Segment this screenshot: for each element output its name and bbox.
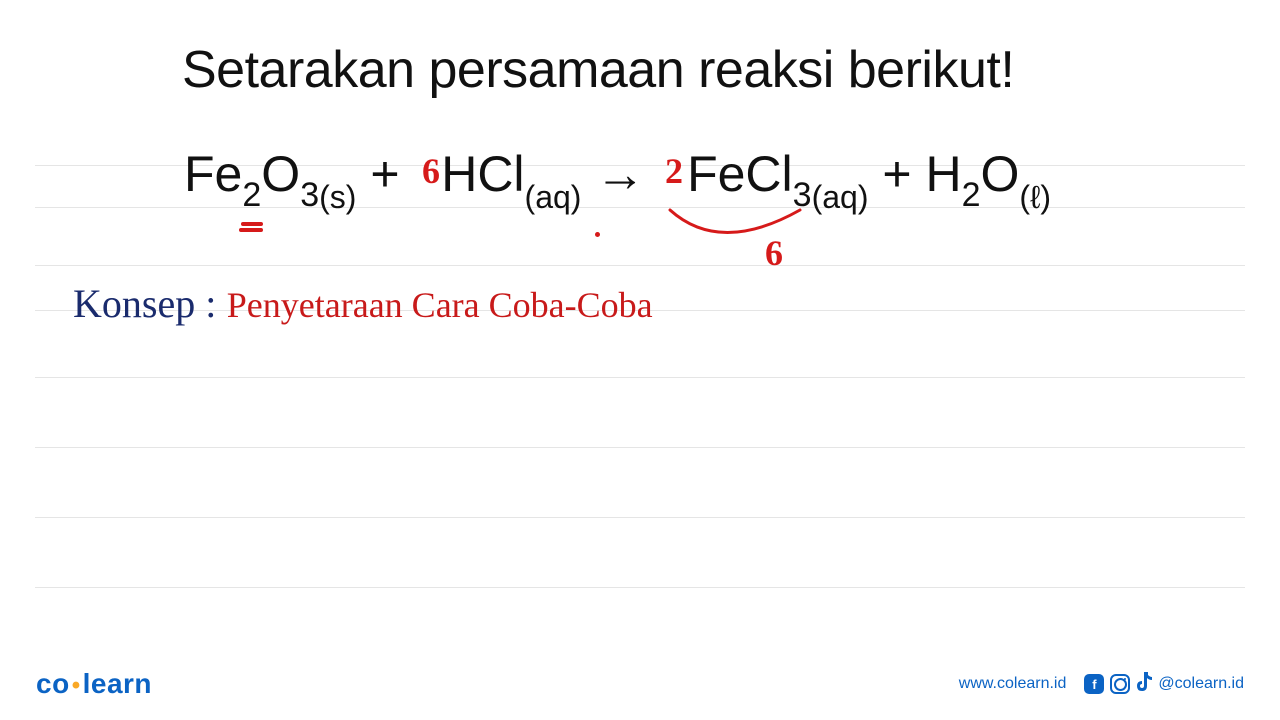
arrow: →: [595, 146, 673, 202]
footer-right: www.colearn.id f @colearn.id: [959, 672, 1244, 697]
hline: [35, 517, 1245, 518]
hline: [35, 587, 1245, 588]
chemical-equation: Fe2O3(s) + HCl(aq) → FeCl3(aq) + H2O(ℓ): [184, 145, 1051, 211]
konsep-label: Konsep :: [73, 281, 216, 326]
reactant-2: HCl(aq): [441, 146, 581, 202]
footer: co•learn www.colearn.id f @colearn.id: [0, 648, 1280, 720]
plus-sign: +: [882, 146, 925, 202]
hline: [35, 265, 1245, 266]
red-underline-icon: [239, 228, 263, 232]
logo-prefix: co: [36, 668, 70, 699]
question-title: Setarakan persamaan reaksi berikut!: [182, 40, 1014, 100]
facebook-icon: f: [1084, 674, 1104, 694]
website-url: www.colearn.id: [959, 675, 1067, 693]
logo-suffix: learn: [83, 668, 152, 699]
annotation-coef-6: 6: [422, 150, 440, 192]
colearn-logo: co•learn: [36, 668, 152, 700]
tiktok-icon: [1136, 672, 1152, 697]
red-underline-icon: [241, 222, 263, 226]
red-dot-icon: [595, 232, 600, 237]
instagram-icon: [1110, 674, 1130, 694]
annotation-value-6: 6: [765, 232, 783, 274]
konsep-line: Konsep : Penyetaraan Cara Coba-Coba: [73, 280, 653, 327]
annotation-coef-2: 2: [665, 150, 683, 192]
social-handle: @colearn.id: [1158, 675, 1244, 693]
social-icons: f @colearn.id: [1084, 672, 1244, 697]
product-2: H2O(ℓ): [925, 146, 1051, 202]
notebook-lines: [0, 165, 1280, 660]
logo-dot-icon: •: [72, 672, 81, 699]
hline: [35, 447, 1245, 448]
hline: [35, 377, 1245, 378]
red-arc-icon: [660, 195, 820, 265]
plus-sign: +: [370, 146, 427, 202]
reactant-1: Fe2O3(s): [184, 146, 356, 202]
product-1: FeCl3(aq): [687, 146, 868, 202]
konsep-value: Penyetaraan Cara Coba-Coba: [227, 285, 653, 325]
